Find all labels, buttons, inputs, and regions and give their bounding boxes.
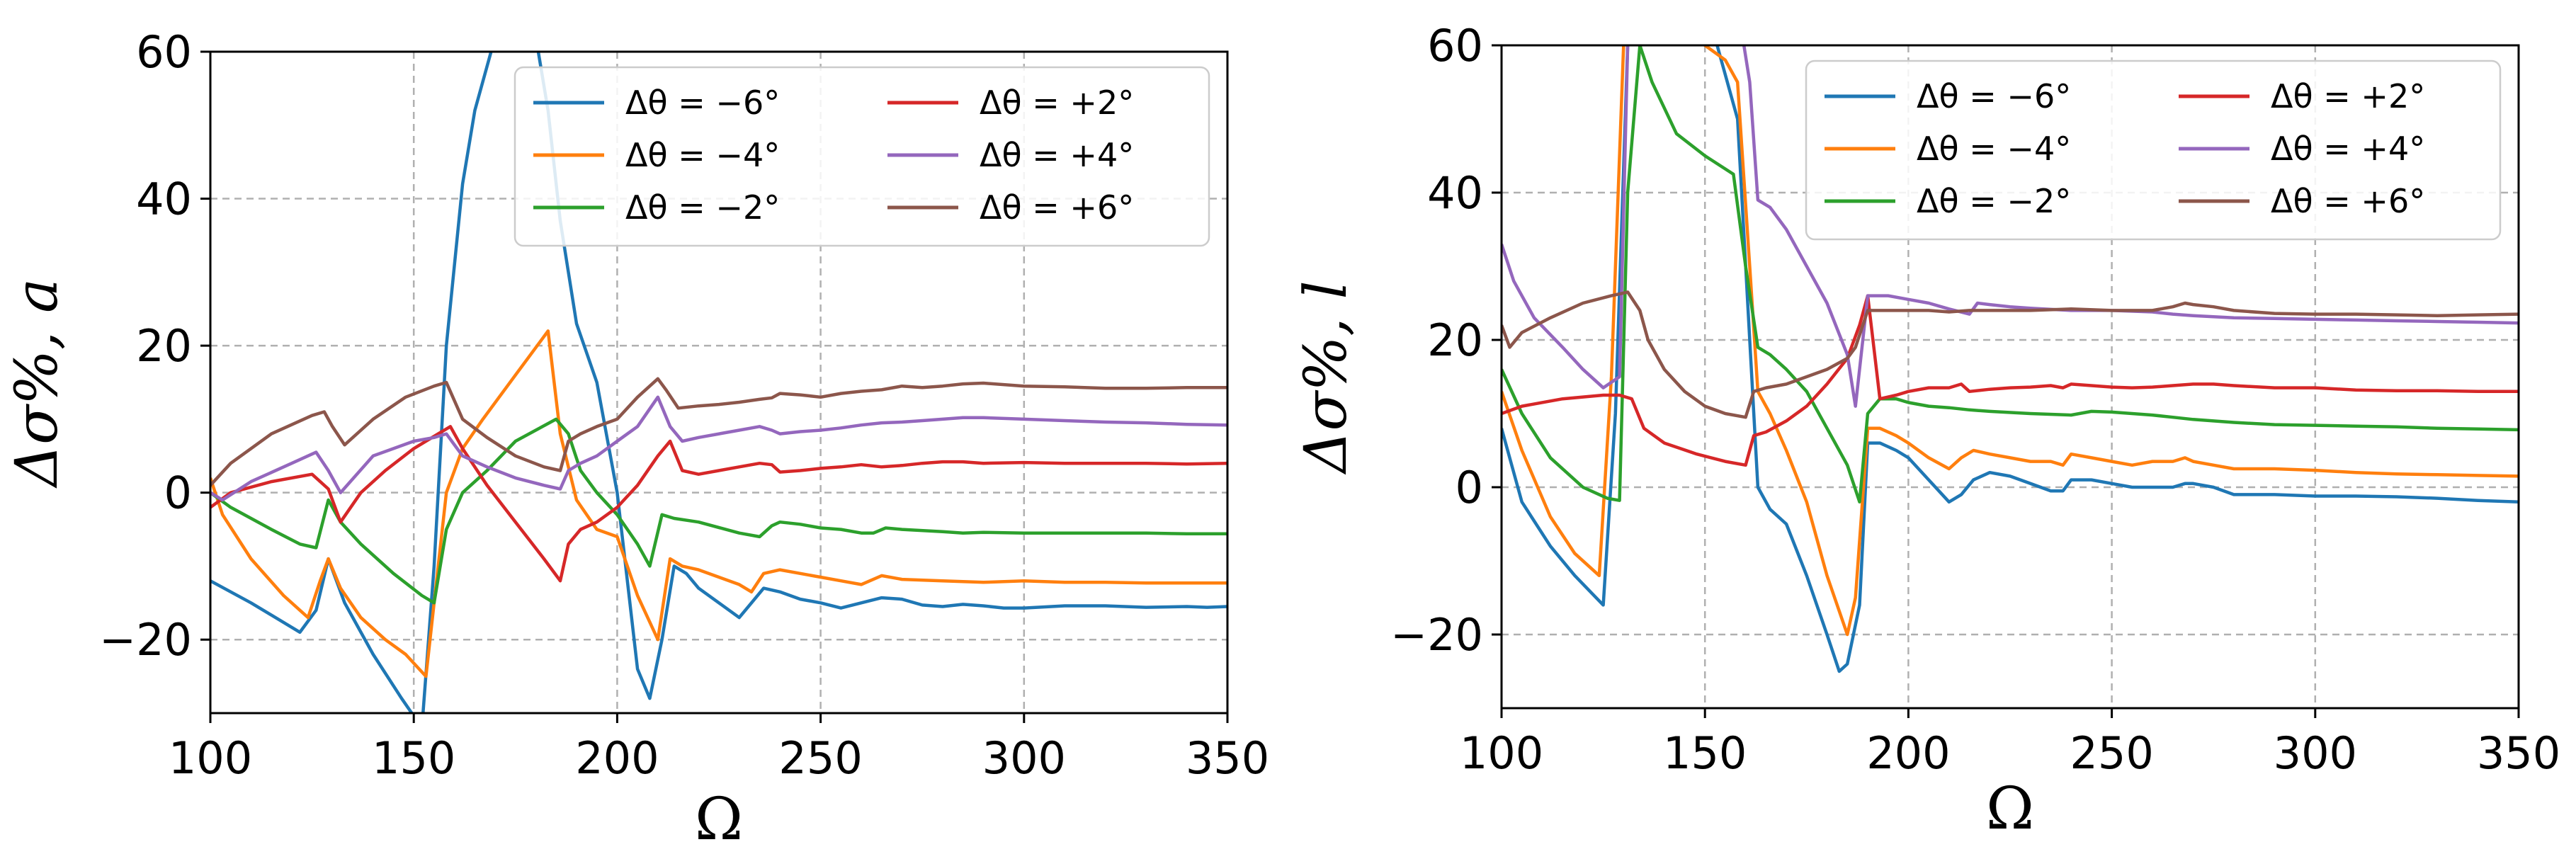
x-tick-label: 300 xyxy=(982,732,1066,784)
x-tick-label: 100 xyxy=(1460,727,1543,779)
legend-frame xyxy=(1805,59,2502,241)
x-tick-label: 350 xyxy=(2477,727,2560,779)
y-tick-label: −20 xyxy=(99,614,192,666)
series-line-5 xyxy=(210,395,1227,502)
legend-label-2: Δθ = −4° xyxy=(1917,130,2071,168)
axes-frame xyxy=(209,50,1229,715)
y-tick-label: 0 xyxy=(164,467,192,519)
x-tick-label: 250 xyxy=(2070,727,2153,779)
legend-label-1: Δθ = −6° xyxy=(625,84,780,122)
x-axis-label: Ω xyxy=(1986,775,2034,843)
legend-label-3: Δθ = −2° xyxy=(1917,182,2071,220)
x-tick-label: 350 xyxy=(1186,732,1269,784)
legend-label-3: Δθ = −2° xyxy=(625,188,780,227)
legend: Δθ = −6° Δθ = −4° Δθ = −2° Δθ = +2° Δθ = +4°… xyxy=(1805,59,2502,241)
legend-label-1: Δθ = −6° xyxy=(1917,77,2071,115)
y-tick-label: 20 xyxy=(1427,314,1483,366)
legend: Δθ = −6° Δθ = −4° Δθ = −2° Δθ = +2° Δθ = +4°… xyxy=(514,66,1210,247)
legend-frame xyxy=(514,66,1210,247)
series-line-3 xyxy=(1502,45,2519,504)
series-line-6 xyxy=(210,377,1227,487)
x-axis-label: Ω xyxy=(695,786,743,853)
chart-panel-2: 100 150 200 250 300 350 −20 0 20 40 60 Ω Δσ%, l Δθ = … xyxy=(1293,20,2560,843)
y-tick-label: 0 xyxy=(1456,462,1483,513)
x-tick-label: 150 xyxy=(372,732,455,784)
series-line-2 xyxy=(1502,45,2519,637)
chart-panel-1: 100 150 200 250 300 350 −20 0 20 40 60 Ω Δσ%, a Δθ = … xyxy=(4,26,1269,853)
y-tick-label: 40 xyxy=(1427,167,1483,219)
y-tick-label: 60 xyxy=(1427,20,1483,72)
series-line-1 xyxy=(210,52,1227,713)
series-line-6 xyxy=(1502,290,2519,419)
legend-label-5: Δθ = +4° xyxy=(2271,130,2425,168)
y-tick-label: −20 xyxy=(1390,609,1483,661)
legend-label-5: Δθ = +4° xyxy=(980,136,1134,174)
legend-label-6: Δθ = +6° xyxy=(2271,182,2425,220)
series-line-4 xyxy=(1502,294,2519,467)
series-line-1 xyxy=(1502,45,2519,673)
x-tick-label: 200 xyxy=(575,732,659,784)
series-line-4 xyxy=(210,425,1227,583)
series-line-3 xyxy=(210,417,1227,605)
x-tick-label: 200 xyxy=(1866,727,1950,779)
series-group xyxy=(210,52,1227,713)
y-tick-label: 40 xyxy=(136,173,192,225)
legend-label-4: Δθ = +2° xyxy=(980,84,1134,122)
series-group xyxy=(1502,45,2519,673)
series-line-2 xyxy=(210,329,1227,678)
legend-label-2: Δθ = −4° xyxy=(625,136,780,174)
y-tick-label: 60 xyxy=(136,26,192,78)
x-tick-label: 250 xyxy=(778,732,862,784)
y-tick-label: 20 xyxy=(136,320,192,372)
x-tick-label: 300 xyxy=(2274,727,2357,779)
legend-label-4: Δθ = +2° xyxy=(2271,77,2425,115)
x-tick-label: 100 xyxy=(169,732,252,784)
x-tick-label: 150 xyxy=(1663,727,1747,779)
series-line-5 xyxy=(1502,45,2519,408)
y-axis-label: Δσ%, a xyxy=(4,278,71,489)
y-axis-label: Δσ%, l xyxy=(1293,280,1360,474)
legend-label-6: Δθ = +6° xyxy=(980,188,1134,227)
axes-frame xyxy=(1500,44,2520,710)
